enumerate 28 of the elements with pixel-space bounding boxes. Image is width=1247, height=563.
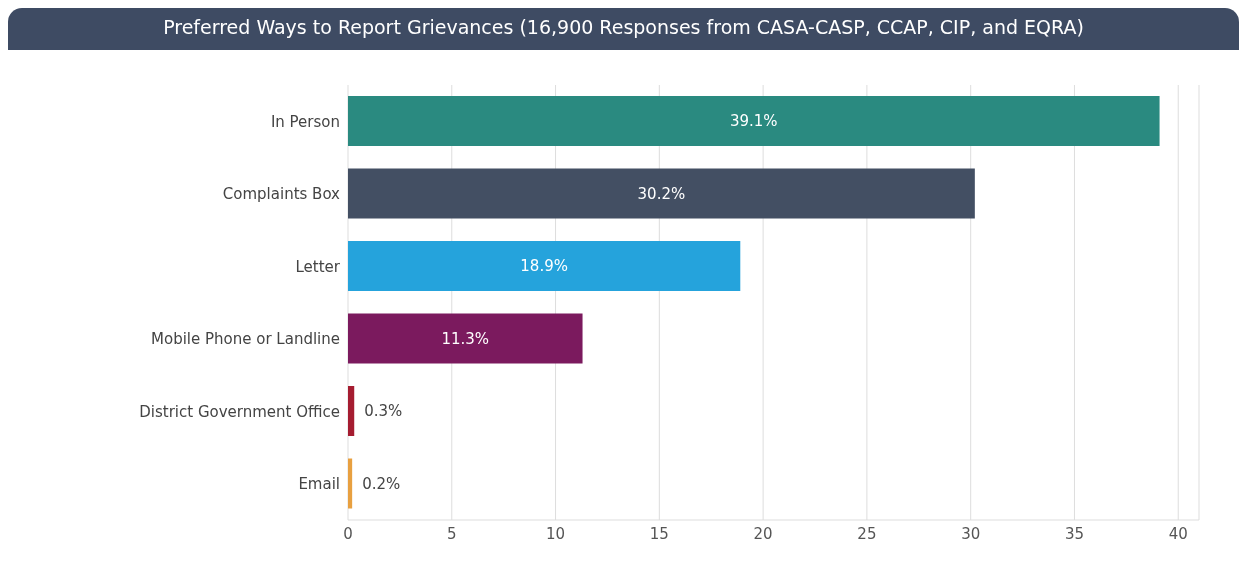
y-tick-label: Mobile Phone or Landline bbox=[151, 330, 340, 349]
data-label: 0.3% bbox=[364, 402, 403, 421]
bar bbox=[348, 168, 975, 219]
x-tick-label: 15 bbox=[649, 524, 669, 543]
bar bbox=[348, 386, 355, 436]
y-tick-label: Email bbox=[298, 475, 340, 494]
data-label: 18.9% bbox=[520, 257, 568, 276]
y-tick-label: District Government Office bbox=[139, 402, 340, 421]
x-tick-label: 25 bbox=[857, 524, 877, 543]
chart-title: Preferred Ways to Report Grievances (16,900 Responses from CASA-CASP, CCAP, CIP, and EQRA) bbox=[8, 8, 1239, 50]
x-tick-label: 5 bbox=[447, 524, 457, 543]
bar bbox=[348, 241, 741, 291]
data-label: 39.1% bbox=[729, 112, 778, 131]
y-tick-label: In Person bbox=[270, 112, 340, 131]
y-tick-label: Complaints Box bbox=[222, 185, 341, 204]
data-label: 0.2% bbox=[362, 474, 401, 493]
x-tick-label: 40 bbox=[1168, 524, 1188, 543]
x-tick-label: 10 bbox=[546, 524, 566, 543]
y-tick-label: Letter bbox=[295, 257, 341, 276]
x-tick-label: 30 bbox=[961, 524, 981, 543]
bar bbox=[348, 458, 353, 509]
x-tick-label: 20 bbox=[753, 524, 773, 543]
x-tick-label: 35 bbox=[1064, 524, 1085, 543]
data-label: 30.2% bbox=[637, 184, 686, 203]
x-tick-label: 0 bbox=[343, 524, 353, 543]
bar bbox=[348, 313, 583, 364]
bar bbox=[348, 96, 1160, 146]
data-label: 11.3% bbox=[441, 329, 490, 348]
